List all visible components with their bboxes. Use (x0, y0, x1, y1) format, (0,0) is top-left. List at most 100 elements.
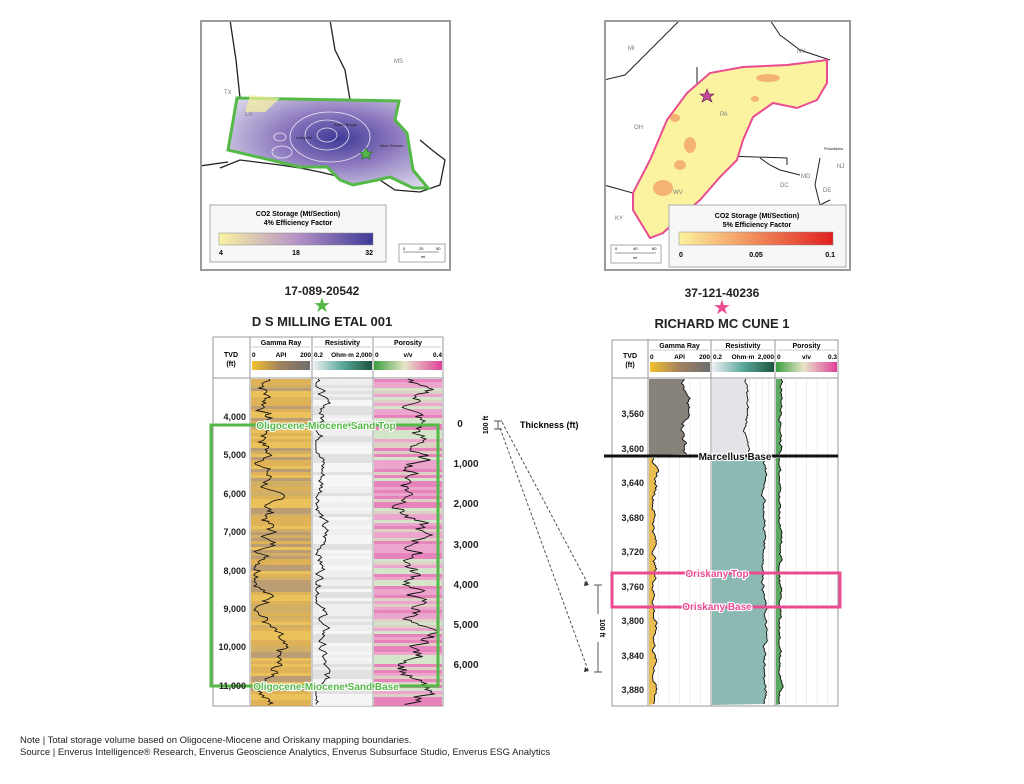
track-unit: Ohm·m (331, 352, 354, 359)
tvd-label: TVD (623, 353, 637, 360)
state-label-ms: MS (394, 59, 403, 65)
state-label-oh: OH (634, 125, 643, 131)
legend-title: CO2 Storage (Mt/Section) (715, 213, 799, 220)
legend-tick: 18 (292, 250, 300, 257)
thickness-tick: 5,000 (453, 620, 479, 631)
state-label-pa: PA (720, 112, 728, 118)
track-name: Porosity (792, 343, 820, 350)
scale-unit: mi (633, 255, 637, 260)
left-well-api: 17-089-20542 (284, 284, 360, 298)
track-unit: v/v (403, 352, 412, 359)
depth-label: 9,000 (223, 604, 246, 614)
track-min: 0 (650, 354, 654, 361)
thickness-title: Thickness (ft) (520, 420, 579, 430)
depth-label: 5,000 (223, 450, 246, 461)
track-unit: Ohm·m (732, 354, 755, 361)
track-max: 200 (300, 352, 311, 359)
scale-tick: 0 (615, 246, 618, 251)
oriskany-top-label: Oriskany Top (685, 569, 748, 580)
scale-bar (398, 243, 446, 263)
scale-tick: 40 (633, 246, 638, 251)
legend-title: CO2 Storage (Mt/Section) (256, 211, 340, 218)
footer-source: Source | Enverus Intelligence® Research,… (20, 747, 551, 758)
depth-label: 3,720 (621, 547, 644, 557)
state-label-wv: WV (673, 190, 683, 196)
city-baton-rouge: Baton Rouge (334, 122, 358, 127)
track-name: Gamma Ray (261, 340, 302, 347)
legend-tick: 0.1 (825, 252, 835, 259)
scale-tick: 25 (419, 246, 424, 251)
track-min: 0 (252, 352, 256, 359)
track-name: Resistivity (325, 340, 360, 347)
track-name: Porosity (394, 340, 422, 347)
state-label-nj: NJ (837, 164, 844, 170)
depth-label: 4,000 (223, 412, 246, 422)
state-label-md: MD (801, 174, 811, 180)
depth-label: 10,000 (218, 642, 246, 653)
depth-label: 7,000 (223, 527, 246, 538)
state-label-ky: KY (615, 216, 623, 222)
tvd-label: TVD (224, 352, 238, 359)
well-star-icon (359, 147, 373, 160)
state-label-ny: NY (797, 49, 805, 55)
tvd-unit: (ft) (625, 362, 634, 369)
right-well-name: RICHARD MC CUNE 1 (654, 316, 790, 331)
scale-tick: 0 (403, 246, 406, 251)
legend-colorbar (678, 231, 834, 246)
right-well-star-icon: ★ (713, 297, 731, 319)
legend-tick: 32 (365, 250, 373, 257)
legend-tick: 4 (219, 250, 223, 257)
footer-note: Note | Total storage volume based on Oli… (20, 735, 412, 746)
thickness-tick: 1,000 (453, 459, 479, 471)
depth-label: 3,800 (621, 616, 644, 626)
track-max: 0.3 (828, 354, 837, 361)
formation-base-label: Oligocene-Miocene Sand Base (253, 682, 399, 693)
depth-label: 3,880 (621, 685, 644, 695)
formation-top-label: Oligocene-Miocene Sand Top (256, 421, 395, 432)
legend-tick: 0 (679, 252, 683, 259)
state-label-mi: MI (628, 46, 635, 52)
city-lafayette: Lafayette (296, 135, 313, 140)
legend-subtitle: 4% Efficiency Factor (264, 220, 333, 227)
depth-label: 3,600 (621, 443, 644, 454)
track-max: 2,000 (758, 354, 775, 361)
depth-label: 3,640 (621, 478, 644, 488)
depth-label: 11,000 (218, 680, 246, 691)
oriskany-interval-box (610, 571, 842, 609)
track-min: 0.2 (713, 354, 722, 361)
left-map: TX LA MS Lafayette Baton Rouge New Orlea… (200, 20, 451, 271)
track-name: Resistivity (725, 343, 760, 350)
track-min: 0.2 (314, 352, 323, 359)
track-name: Gamma Ray (659, 343, 700, 350)
tvd-unit: (ft) (226, 361, 235, 368)
large-scale-label: 100 ft (598, 619, 605, 638)
thickness-tick: 6,000 (453, 660, 479, 672)
track-unit: API (674, 354, 685, 361)
oriskany-base-label: Oriskany Base (682, 602, 752, 613)
city-new-orleans: New Orleans (380, 143, 403, 148)
oligocene-miocene-boundary (226, 96, 432, 190)
depth-label: 6,000 (223, 488, 246, 499)
legend-colorbar (218, 232, 374, 246)
depth-label: 3,560 (621, 409, 644, 419)
well-star-icon (699, 88, 715, 103)
track-unit: API (276, 352, 287, 359)
small-scale-label: 100 ft (483, 415, 490, 434)
state-label-dc: DC (780, 183, 789, 189)
thickness-tick: 4,000 (453, 579, 479, 591)
right-well-api: 37-121-40236 (684, 286, 760, 300)
legend-tick: 0.05 (749, 252, 763, 259)
state-label-la: LA (245, 112, 252, 118)
scale-unit: mi (421, 254, 425, 259)
scale-tick: 50 (436, 246, 441, 251)
left-well-star-icon: ★ (313, 295, 331, 317)
marcellus-base-label: Marcellus Base (699, 452, 772, 463)
right-map: MI NY OH PA NJ MD DC DE WV KY Philadelph… (604, 20, 851, 271)
depth-label: 8,000 (223, 565, 246, 576)
track-min: 0 (777, 354, 781, 361)
city-philadelphia: Philadelphia (824, 147, 843, 151)
thickness-tick: 0 (457, 419, 463, 430)
state-label-de: DE (823, 188, 831, 194)
track-max: 200 (699, 354, 710, 361)
